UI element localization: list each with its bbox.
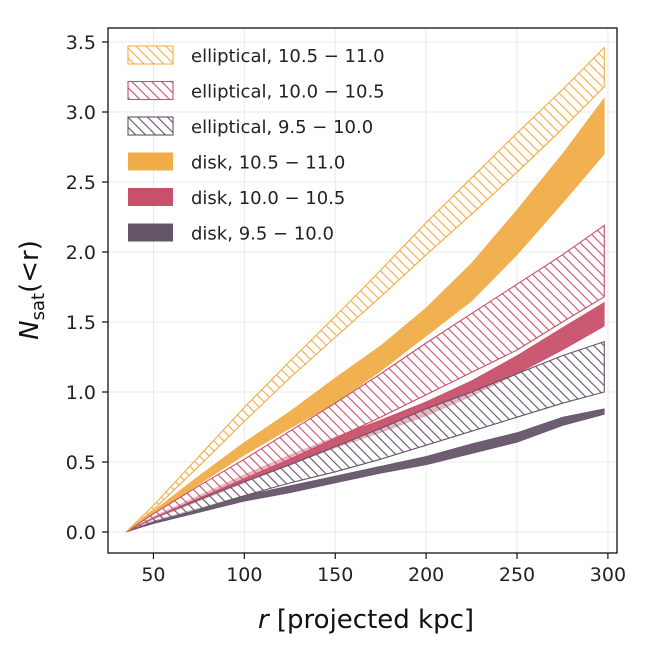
x-tick-label: 50 [141,564,165,586]
legend-label-name: disk [191,188,228,209]
legend-label-range: 10.5 − 11.0 [278,46,385,67]
y-axis-label: Nsat(<r) [15,240,49,340]
y-axis-label-rest: (<r) [15,240,45,293]
legend-swatch [128,188,173,206]
legend-label-name: elliptical [191,117,267,138]
x-tick-label: 150 [317,564,353,586]
x-axis-ticks: 50 100 150 200 250 300 [141,553,626,586]
y-tick-label: 2.5 [66,172,96,194]
x-axis-label: r [projected kpc] [258,605,474,635]
x-tick-label: 200 [408,564,444,586]
legend-entry: disk, 10.0 − 10.5 [128,188,345,209]
legend-label-range: 10.0 − 10.5 [278,82,385,103]
legend-label-range: 9.5 − 10.0 [239,224,334,245]
legend-label-name: disk [191,224,228,245]
x-axis-label-unit: [projected kpc] [269,605,474,635]
legend-entry: disk, 9.5 − 10.0 [128,224,334,245]
legend-label-sep: , [267,82,278,103]
legend-label-range: 9.5 − 10.0 [278,117,373,138]
x-tick-label: 300 [590,564,626,586]
legend-label-name: disk [191,153,228,174]
legend-swatch [128,82,173,100]
legend-label-name: elliptical [191,46,267,67]
legend-swatch [128,224,173,242]
legend-label-range: 10.5 − 11.0 [239,153,346,174]
legend-label: disk, 10.5 − 11.0 [191,153,345,174]
legend-label-sep: , [267,117,278,138]
legend-label: disk, 10.0 − 10.5 [191,188,345,209]
legend-label-range: 10.0 − 10.5 [239,188,346,209]
y-axis-label-main: N [15,320,45,339]
legend-entry: disk, 10.5 − 11.0 [128,153,345,174]
legend-entry: elliptical, 9.5 − 10.0 [128,117,373,138]
legend-swatch [128,46,173,64]
y-tick-label: 3.0 [66,102,96,124]
y-tick-label: 0.5 [66,452,96,474]
y-tick-label: 1.5 [66,312,96,334]
y-axis-ticks: 0.0 0.5 1.0 1.5 2.0 2.5 3.0 3.5 [66,32,108,544]
y-tick-label: 0.0 [66,522,96,544]
legend-label-sep: , [227,188,238,209]
x-tick-label: 100 [226,564,262,586]
legend-label: elliptical, 10.0 − 10.5 [191,82,385,103]
y-tick-label: 2.0 [66,242,96,264]
legend-label-sep: , [227,153,238,174]
legend-label: disk, 9.5 − 10.0 [191,224,334,245]
y-tick-label: 3.5 [66,32,96,54]
legend-label-name: elliptical [191,82,267,103]
x-tick-label: 250 [499,564,535,586]
legend-label: elliptical, 10.5 − 11.0 [191,46,385,67]
y-tick-label: 1.0 [66,382,96,404]
legend-label-sep: , [267,46,278,67]
legend-swatch [128,153,173,171]
y-axis-label-sub: sat [28,293,49,320]
legend-swatch [128,117,173,135]
legend-entry: elliptical, 10.5 − 11.0 [128,46,385,67]
legend-label: elliptical, 9.5 − 10.0 [191,117,373,138]
legend-entry: elliptical, 10.0 − 10.5 [128,82,385,103]
legend-label-sep: , [227,224,238,245]
